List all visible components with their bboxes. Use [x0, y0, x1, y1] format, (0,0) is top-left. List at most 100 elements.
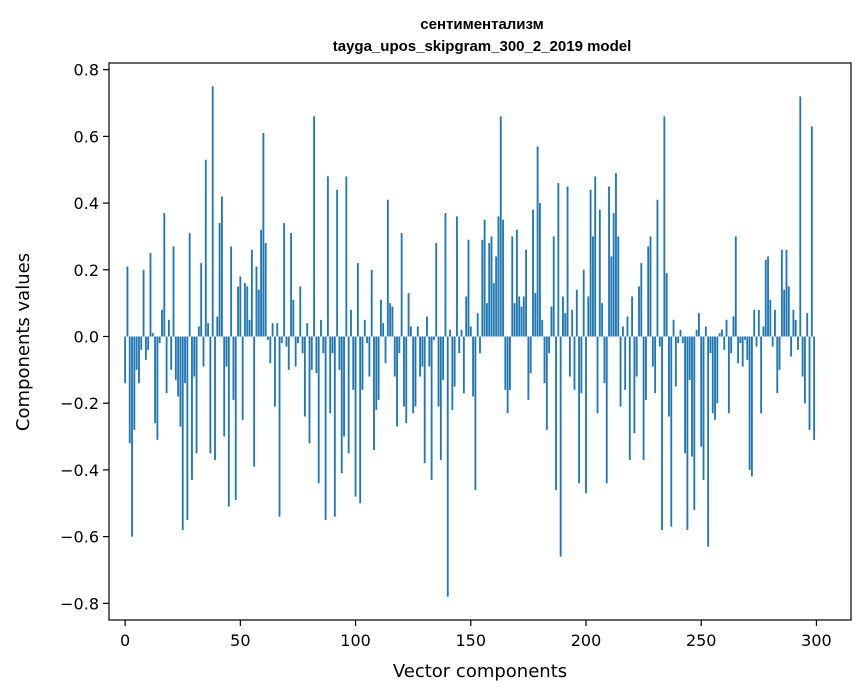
bar-98	[350, 309, 352, 337]
bar-43	[223, 336, 226, 437]
bar-175	[527, 336, 530, 400]
bar-65	[273, 336, 276, 407]
bar-266	[737, 336, 740, 364]
bar-53	[246, 286, 249, 337]
bar-288	[787, 286, 790, 337]
y-tick-label-3: −0.2	[60, 394, 99, 413]
bar-0	[124, 336, 127, 384]
x-axis-ticks: 0 50 100 150 200 250 300	[120, 620, 832, 650]
bar-251	[702, 336, 705, 480]
bar-184	[548, 336, 551, 354]
bar-272	[750, 336, 753, 477]
bar-219	[628, 336, 631, 460]
bar-273	[753, 309, 756, 337]
bar-198	[580, 336, 583, 394]
bar-170	[515, 229, 518, 337]
bar-19	[167, 319, 170, 337]
bar-23	[177, 336, 180, 397]
bar-37	[209, 336, 212, 454]
bar-163	[499, 116, 502, 337]
bar-125	[412, 336, 415, 414]
bar-122	[405, 336, 408, 424]
bar-133	[430, 336, 433, 480]
bar-267	[739, 336, 742, 344]
bar-60	[262, 133, 265, 337]
bar-241	[679, 329, 682, 337]
bar-140	[446, 336, 449, 597]
bar-217	[624, 336, 627, 390]
bar-134	[432, 336, 435, 340]
bar-153	[476, 313, 479, 337]
bar-83	[315, 336, 318, 374]
bar-259	[721, 329, 723, 337]
bar-206	[598, 209, 601, 337]
bar-187	[555, 336, 557, 490]
bar-33	[200, 263, 203, 337]
bar-114	[386, 199, 389, 337]
bar-295	[803, 336, 806, 404]
bar-191	[564, 313, 567, 337]
bar-25	[181, 336, 184, 530]
bar-232	[658, 336, 661, 347]
bar-88	[326, 176, 329, 337]
bar-290	[792, 309, 795, 337]
bar-185	[550, 306, 553, 337]
bar-212	[612, 213, 615, 337]
bar-147	[462, 336, 465, 394]
chart-title-line1: сентиментализм	[420, 16, 543, 33]
bar-165	[504, 336, 507, 390]
bar-64	[271, 323, 274, 337]
bar-254	[709, 336, 712, 354]
bar-99	[352, 336, 355, 390]
bar-244	[686, 336, 689, 530]
x-tick-label-0: 0	[120, 631, 130, 650]
bar-10	[147, 336, 150, 350]
bar-17	[163, 213, 166, 337]
bar-70	[285, 336, 288, 347]
bar-101	[356, 263, 359, 337]
bar-186	[552, 236, 555, 337]
bar-116	[391, 306, 394, 337]
bar-137	[439, 336, 442, 460]
bar-228	[649, 236, 652, 337]
bar-160	[492, 283, 495, 337]
bar-216	[621, 326, 624, 337]
bar-128	[419, 336, 422, 377]
bar-291	[794, 319, 797, 337]
bar-2	[128, 336, 131, 444]
bar-144	[456, 216, 458, 337]
bar-282	[774, 309, 776, 337]
bar-189	[559, 336, 562, 557]
bar-24	[179, 336, 182, 427]
bar-3	[131, 336, 133, 537]
bar-284	[778, 336, 781, 370]
bar-93	[338, 336, 341, 370]
bar-204	[594, 176, 597, 337]
bar-71	[287, 336, 290, 370]
bar-205	[596, 336, 599, 414]
bar-183	[545, 336, 548, 430]
bar-44	[225, 336, 228, 367]
bar-120	[400, 233, 403, 337]
bar-287	[785, 249, 788, 337]
bar-111	[379, 299, 382, 337]
bar-283	[776, 336, 779, 394]
bar-286	[783, 289, 786, 337]
bar-148	[465, 296, 468, 337]
bar-281	[771, 336, 774, 347]
bar-132	[428, 336, 431, 367]
y-axis-ticks: −0.8 −0.6 −0.4 −0.2 0.0 0.2 0.4 0.6 0.8	[60, 61, 109, 613]
bar-182	[543, 336, 546, 384]
bar-155	[481, 239, 484, 337]
bar-136	[437, 336, 440, 407]
y-tick-label-6: 0.4	[74, 194, 99, 213]
bar-280	[769, 299, 772, 337]
bar-213	[615, 173, 617, 337]
bar-45	[227, 336, 230, 507]
bar-152	[474, 336, 477, 490]
bar-89	[329, 336, 332, 414]
bar-32	[197, 326, 200, 337]
bar-135	[435, 243, 438, 337]
bar-274	[755, 336, 758, 347]
y-tick-label-7: 0.6	[74, 127, 99, 146]
